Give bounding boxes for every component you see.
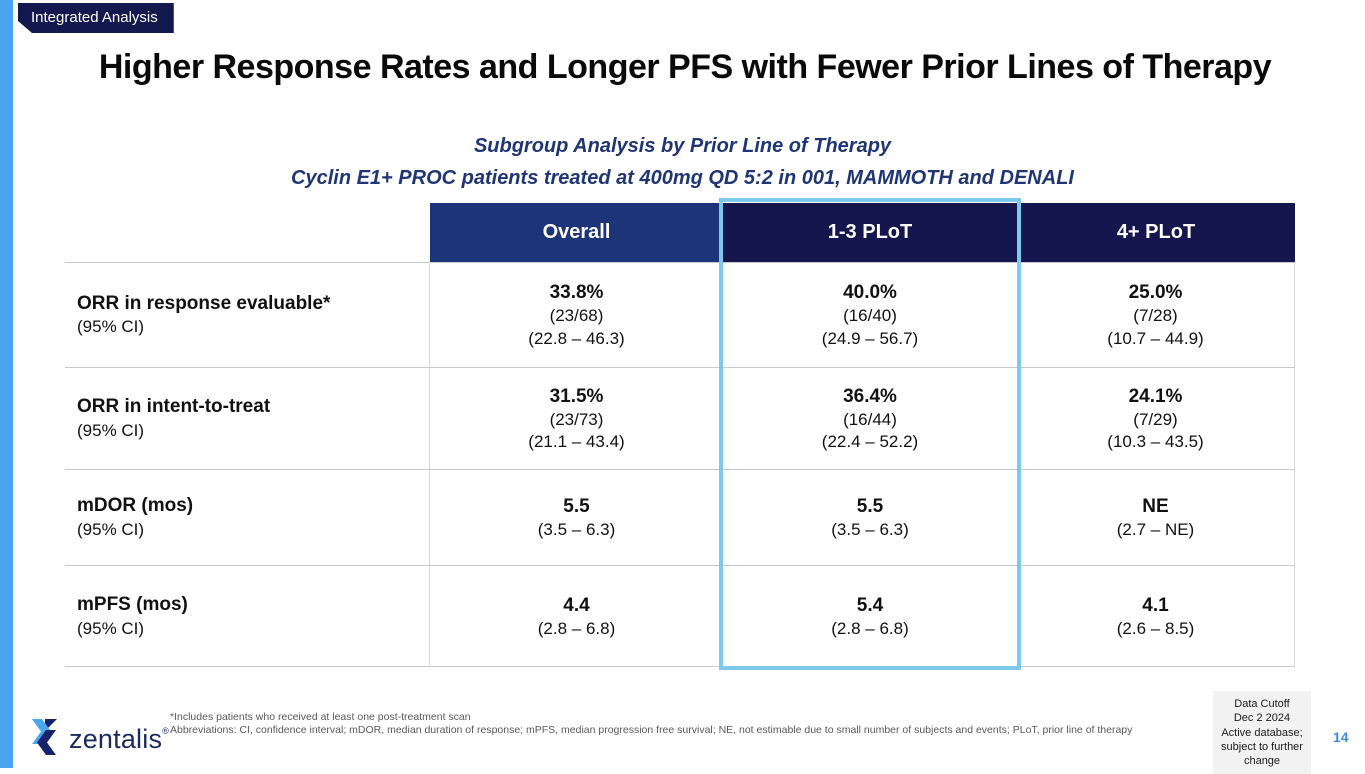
page-number: 14 (1333, 729, 1349, 745)
cell-value: 4.1 (1142, 594, 1169, 616)
table-cell: 5.5 (3.5 – 6.3) (430, 469, 723, 565)
cell-ci: (10.7 – 44.9) (1107, 328, 1204, 348)
row-label-text: ORR in intent-to-treat (77, 396, 271, 418)
cell-n: (23/68) (549, 306, 604, 326)
cell-ci: (10.3 – 43.5) (1107, 432, 1204, 452)
table-corner-spacer (65, 203, 430, 262)
row-label-mdor: mDOR (mos) (95% CI) (65, 469, 430, 565)
registered-mark: ® (162, 726, 169, 736)
cutoff-line: Dec 2 2024 (1233, 712, 1291, 725)
cutoff-line: subject to further (1221, 740, 1303, 753)
cell-value: NE (1142, 495, 1169, 517)
cutoff-line: Data Cutoff (1234, 698, 1290, 710)
table-cell: 25.0% (7/28) (10.7 – 44.9) (1017, 262, 1295, 367)
slide-subtitle: Subgroup Analysis by Prior Line of Thera… (0, 130, 1365, 194)
row-label-orr-itt: ORR in intent-to-treat (95% CI) (65, 367, 430, 469)
row-sublabel-text: (95% CI) (77, 519, 145, 539)
zentalis-logo-icon (28, 719, 60, 760)
table-cell: 36.4% (16/44) (22.4 – 52.2) (723, 367, 1017, 469)
table-cell: 40.0% (16/40) (24.9 – 56.7) (723, 262, 1017, 367)
cell-value: 36.4% (843, 385, 897, 407)
left-accent-bar (0, 0, 13, 768)
row-label-text: mDOR (mos) (77, 495, 194, 517)
table-cell: NE (2.7 – NE) (1017, 469, 1295, 565)
cell-ci: (2.8 – 6.8) (831, 618, 909, 638)
slide-title: Higher Response Rates and Longer PFS wit… (98, 48, 1272, 86)
data-cutoff-box: Data Cutoff Dec 2 2024 Active database; … (1213, 691, 1311, 774)
cell-ci: (3.5 – 6.3) (831, 519, 909, 539)
row-sublabel-text: (95% CI) (77, 618, 145, 638)
cutoff-line: change (1243, 755, 1281, 768)
cell-value: 5.5 (856, 495, 884, 517)
cell-ci: (22.8 – 46.3) (528, 328, 625, 348)
column-header-overall: Overall (430, 203, 723, 262)
table-cell: 4.4 (2.8 – 6.8) (430, 565, 723, 667)
cell-value: 40.0% (843, 282, 897, 304)
column-header-4plus-plot: 4+ PLoT (1017, 203, 1295, 262)
row-label-orr-response-evaluable: ORR in response evaluable* (95% CI) (65, 262, 430, 367)
cell-ci: (2.8 – 6.8) (537, 618, 616, 638)
row-sublabel-text: (95% CI) (77, 420, 145, 440)
table-cell: 5.4 (2.8 – 6.8) (723, 565, 1017, 667)
subtitle-line-1: Subgroup Analysis by Prior Line of Thera… (473, 135, 892, 157)
cell-value: 31.5% (549, 385, 604, 407)
cell-n: (23/73) (549, 409, 604, 429)
cell-ci: (22.4 – 52.2) (821, 432, 919, 452)
cutoff-line: Active database; (1221, 726, 1303, 739)
cell-n: (7/28) (1133, 306, 1178, 326)
subtitle-line-2: Cyclin E1+ PROC patients treated at 400m… (291, 167, 1074, 189)
cell-n: (16/44) (843, 409, 897, 429)
cell-value: 5.4 (856, 594, 884, 616)
cell-value: 24.1% (1128, 385, 1183, 407)
cell-ci: (2.6 – 8.5) (1116, 618, 1195, 638)
table-cell: 31.5% (23/73) (21.1 – 43.4) (430, 367, 723, 469)
table-cell: 4.1 (2.6 – 8.5) (1017, 565, 1295, 667)
row-label-text: ORR in response evaluable* (77, 292, 331, 314)
cell-value: 5.5 (563, 495, 590, 517)
table-cell: 24.1% (7/29) (10.3 – 43.5) (1017, 367, 1295, 469)
zentalis-logo: zentalis® (28, 719, 169, 760)
zentalis-logo-text: zentalis® (69, 724, 169, 755)
slide-tag-badge: Integrated Analysis (18, 3, 174, 33)
cell-n: (16/40) (843, 306, 897, 326)
results-table: Overall 1-3 PLoT 4+ PLoT ORR in response… (65, 198, 1295, 670)
row-label-mpfs: mPFS (mos) (95% CI) (65, 565, 430, 667)
footnote-scan: *Includes patients who received at least… (170, 711, 471, 723)
footnotes: *Includes patients who received at least… (170, 711, 1178, 738)
table-cell: 5.5 (3.5 – 6.3) (723, 469, 1017, 565)
cell-ci: (21.1 – 43.4) (528, 432, 625, 452)
footnote-abbreviations: Abbreviations: CI, confidence interval; … (170, 724, 1133, 737)
cell-value: 4.4 (563, 594, 590, 616)
cell-value: 25.0% (1128, 282, 1183, 304)
table-cell: 33.8% (23/68) (22.8 – 46.3) (430, 262, 723, 367)
column-header-1-3-plot: 1-3 PLoT (723, 203, 1017, 262)
cell-ci: (24.9 – 56.7) (821, 328, 919, 348)
cell-ci: (3.5 – 6.3) (537, 519, 616, 539)
row-label-text: mPFS (mos) (77, 594, 188, 616)
cell-value: 33.8% (549, 282, 604, 304)
cell-n: (7/29) (1133, 409, 1178, 429)
row-sublabel-text: (95% CI) (77, 317, 145, 337)
cell-ci: (2.7 – NE) (1116, 519, 1195, 539)
logo-wordmark: zentalis (69, 724, 163, 754)
